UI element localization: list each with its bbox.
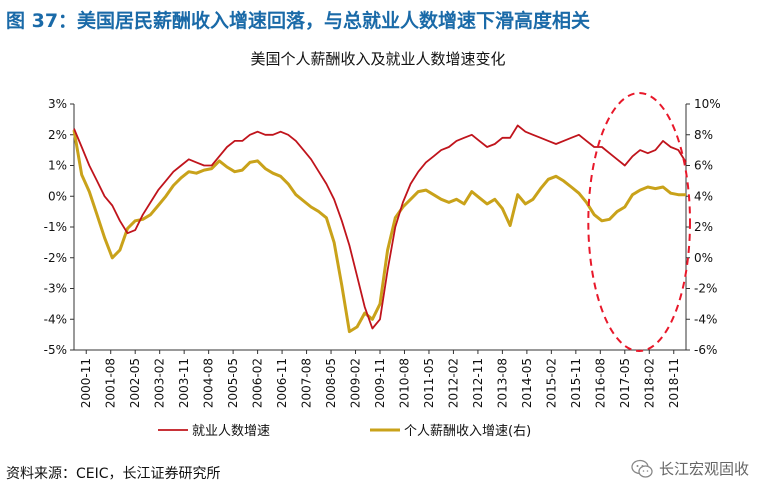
watermark-text: 长江宏观固收 [658, 460, 749, 478]
x-tick-label: 2003-02 [153, 358, 167, 408]
x-tick-label: 2015-02 [544, 358, 558, 408]
highlight-annotation [587, 92, 691, 352]
x-tick-label: 2004-08 [202, 358, 216, 408]
left-tick-label: -2% [44, 251, 67, 265]
left-tick-label: -5% [44, 343, 67, 357]
left-tick-label: 1% [48, 159, 67, 173]
figure-title: 图 37：美国居民薪酬收入增速回落，与总就业人数增速下滑高度相关 [6, 10, 591, 32]
x-tick-label: 2002-05 [128, 358, 142, 408]
x-tick-label: 2012-02 [446, 358, 460, 408]
legend: 就业人数增速 个人薪酬收入增速(右) [158, 424, 531, 439]
right-tick-label: -4% [694, 312, 717, 326]
x-tick-label: 2006-02 [251, 358, 265, 408]
highlight-ellipse [587, 92, 691, 352]
right-tick-label: 0% [694, 251, 713, 265]
x-tick-label: 2000-11 [79, 358, 93, 408]
x-tick-label: 2006-11 [275, 358, 289, 408]
legend-compensation-label: 个人薪酬收入增速(右) [404, 424, 531, 439]
left-axis-ticks: 3% 2% 1% 0% -1% -2% -3% -4% -5% [44, 97, 75, 357]
x-tick-label: 2001-08 [104, 358, 118, 408]
left-tick-label: -3% [44, 282, 67, 296]
chart-title: 美国个人薪酬收入及就业人数增速变化 [250, 50, 505, 68]
x-tick-label: 2014-05 [520, 358, 534, 408]
line-chart: 美国个人薪酬收入及就业人数增速变化 3% 2% 1% 0% -1% -2% -3% -4% -5… [44, 50, 721, 439]
x-tick-label: 2012-11 [471, 358, 485, 408]
right-tick-label: 8% [694, 128, 713, 142]
series-lines [72, 124, 687, 334]
x-tick-label: 2016-08 [593, 358, 607, 408]
legend-employment-label: 就业人数增速 [192, 424, 270, 439]
right-tick-label: 10% [694, 97, 721, 111]
x-tick-label: 2009-11 [373, 358, 387, 408]
right-tick-label: 6% [694, 159, 713, 173]
chart-container: 美国个人薪酬收入及就业人数增速变化 3% 2% 1% 0% -1% -2% -3% -4% -5… [0, 44, 765, 454]
x-tick-label: 2005-05 [226, 358, 240, 408]
right-tick-label: 4% [694, 189, 713, 203]
right-axis-ticks: 10% 8% 6% 4% 2% 0% -2% -4% -6% [685, 97, 721, 357]
x-tick-label: 2003-11 [177, 358, 191, 408]
watermark: 长江宏观固收 [631, 458, 749, 479]
series-line-compensation [72, 129, 686, 334]
left-tick-label: -4% [44, 312, 67, 326]
left-tick-label: 2% [48, 128, 67, 142]
x-tick-label: 2013-08 [495, 358, 509, 408]
right-tick-label: -2% [694, 282, 717, 296]
left-tick-label: 0% [48, 189, 67, 203]
x-tick-label: 2010-08 [397, 358, 411, 408]
x-tick-label: 2011-05 [422, 358, 436, 408]
right-tick-label: 2% [694, 220, 713, 234]
x-tick-label: 2017-05 [618, 358, 632, 408]
left-tick-label: -1% [44, 220, 67, 234]
x-tick-label: 2008-05 [324, 358, 338, 408]
series-line-employment [73, 124, 687, 330]
wechat-icon [631, 459, 653, 478]
source-note: 资料来源：CEIC，长江证券研究所 [6, 466, 221, 482]
x-tick-label: 2018-11 [667, 358, 681, 408]
x-tick-label: 2018-02 [642, 358, 656, 408]
x-tick-label: 2015-11 [569, 358, 583, 408]
x-tick-label: 2009-02 [349, 358, 363, 408]
right-tick-label: -6% [694, 343, 717, 357]
x-axis-ticks: 2000-11 2001-08 2002-05 2003-02 2003-11 2004-… [74, 349, 686, 408]
left-tick-label: 3% [48, 97, 67, 111]
x-tick-label: 2007-08 [300, 358, 314, 408]
